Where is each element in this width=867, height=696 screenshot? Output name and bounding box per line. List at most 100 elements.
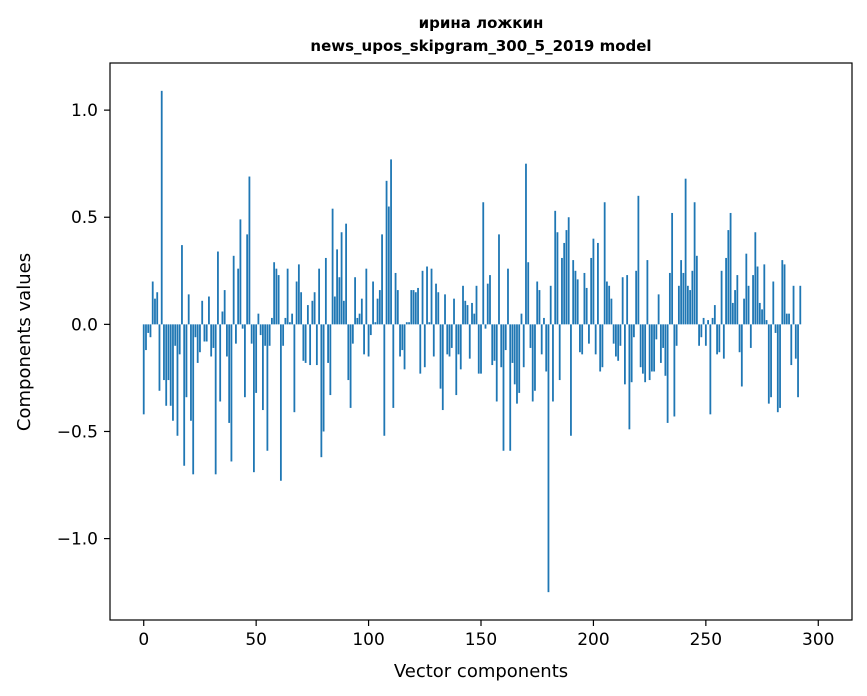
y-tick-label: −1.0 <box>57 530 98 550</box>
bar <box>214 324 217 475</box>
bar <box>432 324 435 357</box>
bar <box>390 159 392 325</box>
bar <box>149 324 152 338</box>
bar <box>286 268 289 325</box>
bar <box>304 324 307 363</box>
bar <box>426 266 428 325</box>
bar <box>536 281 539 325</box>
bar <box>531 324 534 402</box>
bar <box>646 260 649 325</box>
bar <box>369 324 372 336</box>
bar <box>363 324 365 355</box>
bar <box>691 270 694 325</box>
bar <box>695 255 698 325</box>
bar <box>324 257 327 325</box>
bar <box>540 324 543 355</box>
bar <box>259 324 262 336</box>
bar <box>727 230 730 325</box>
bar <box>421 270 424 325</box>
bar <box>347 324 350 381</box>
bar <box>396 290 399 325</box>
bar <box>657 294 660 325</box>
bar <box>520 313 523 325</box>
bar <box>518 324 521 393</box>
bar <box>677 285 680 325</box>
bar <box>477 324 480 374</box>
bar <box>543 317 545 325</box>
bar <box>734 290 736 325</box>
bar <box>648 324 651 381</box>
bar <box>597 242 599 325</box>
bar <box>439 324 442 389</box>
bar <box>610 298 613 325</box>
bar <box>410 290 413 325</box>
bar <box>576 279 579 325</box>
bar <box>776 324 779 413</box>
bar <box>183 324 186 466</box>
bar <box>208 296 210 325</box>
bar <box>450 324 453 348</box>
bar <box>270 317 273 325</box>
bar <box>356 317 359 325</box>
bar <box>763 264 766 325</box>
bar <box>167 324 170 381</box>
bar <box>758 302 761 325</box>
bar <box>201 300 204 325</box>
bar <box>210 324 213 357</box>
bar <box>169 324 172 406</box>
bar <box>264 324 267 346</box>
bar <box>174 324 177 346</box>
bar <box>309 324 312 366</box>
bar <box>185 324 188 398</box>
bar <box>633 324 635 338</box>
bar <box>682 272 685 325</box>
bar <box>684 178 687 325</box>
bar <box>196 324 199 363</box>
bar <box>383 324 386 436</box>
bar <box>408 322 410 325</box>
bar <box>585 287 588 325</box>
bar <box>403 324 406 370</box>
bar <box>228 324 231 423</box>
bar <box>405 322 408 325</box>
bar <box>448 324 451 357</box>
bar <box>457 324 460 355</box>
bar <box>381 234 383 325</box>
bar <box>626 275 629 325</box>
bar <box>498 234 500 325</box>
bar <box>516 324 518 404</box>
bar <box>785 313 788 325</box>
y-tick-label: 1.0 <box>71 101 98 121</box>
bar <box>163 324 165 381</box>
bar <box>772 281 775 325</box>
bar <box>241 324 244 329</box>
bar <box>565 230 568 325</box>
bar <box>689 290 692 325</box>
bar <box>671 212 674 325</box>
bar <box>235 324 237 344</box>
bar <box>794 324 797 359</box>
bar <box>160 90 163 325</box>
bars-group <box>142 90 802 593</box>
bar <box>700 324 703 338</box>
bar <box>437 292 440 325</box>
x-tick-label: 250 <box>690 630 722 650</box>
bar <box>444 294 446 325</box>
bar <box>311 300 314 325</box>
bar <box>709 324 712 415</box>
bar <box>462 285 464 325</box>
bar <box>277 275 280 325</box>
bar <box>446 324 449 355</box>
bar <box>367 324 370 357</box>
bar <box>765 320 768 325</box>
chart-subtitle: news_upos_skipgram_300_5_2019 model <box>310 37 651 55</box>
bar <box>392 324 395 408</box>
bar <box>624 324 626 385</box>
bar <box>495 324 498 402</box>
bar <box>394 272 397 325</box>
bar <box>561 257 563 325</box>
bar <box>583 272 586 325</box>
y-tick-label: 0.5 <box>71 208 98 228</box>
bar <box>767 324 770 404</box>
bar <box>147 324 150 333</box>
